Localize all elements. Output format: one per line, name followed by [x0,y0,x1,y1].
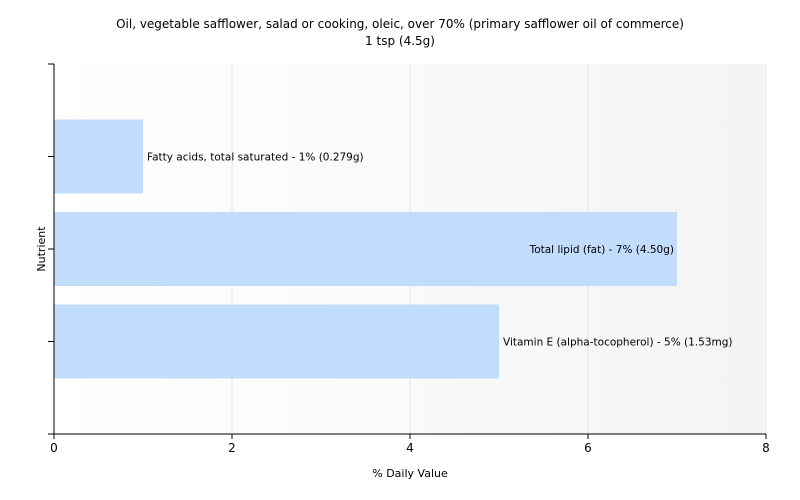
x-tick-label: 4 [406,441,414,455]
bar-label: Vitamin E (alpha-tocopherol) - 5% (1.53m… [503,337,733,349]
axes [48,63,767,439]
bars [54,119,677,379]
y-axis-label: Nutrient [35,226,48,272]
bar-label: Total lipid (fat) - 7% (4.50g) [529,244,674,256]
bar [54,119,143,194]
bar-label: Fatty acids, total saturated - 1% (0.279… [147,152,364,164]
chart-title: Oil, vegetable safflower, salad or cooki… [116,17,684,31]
x-tick-label: 6 [584,441,592,455]
chart-subtitle: 1 tsp (4.5g) [365,34,435,48]
x-axis-label: % Daily Value [372,467,448,480]
bar [54,304,499,379]
tick-labels: 0 2 4 6 8 [50,441,770,455]
x-tick-label: 0 [50,441,58,455]
bar-labels: Fatty acids, total saturated - 1% (0.279… [147,152,733,349]
bar [54,212,677,286]
x-tick-label: 2 [228,441,236,455]
x-tick-label: 8 [762,441,770,455]
